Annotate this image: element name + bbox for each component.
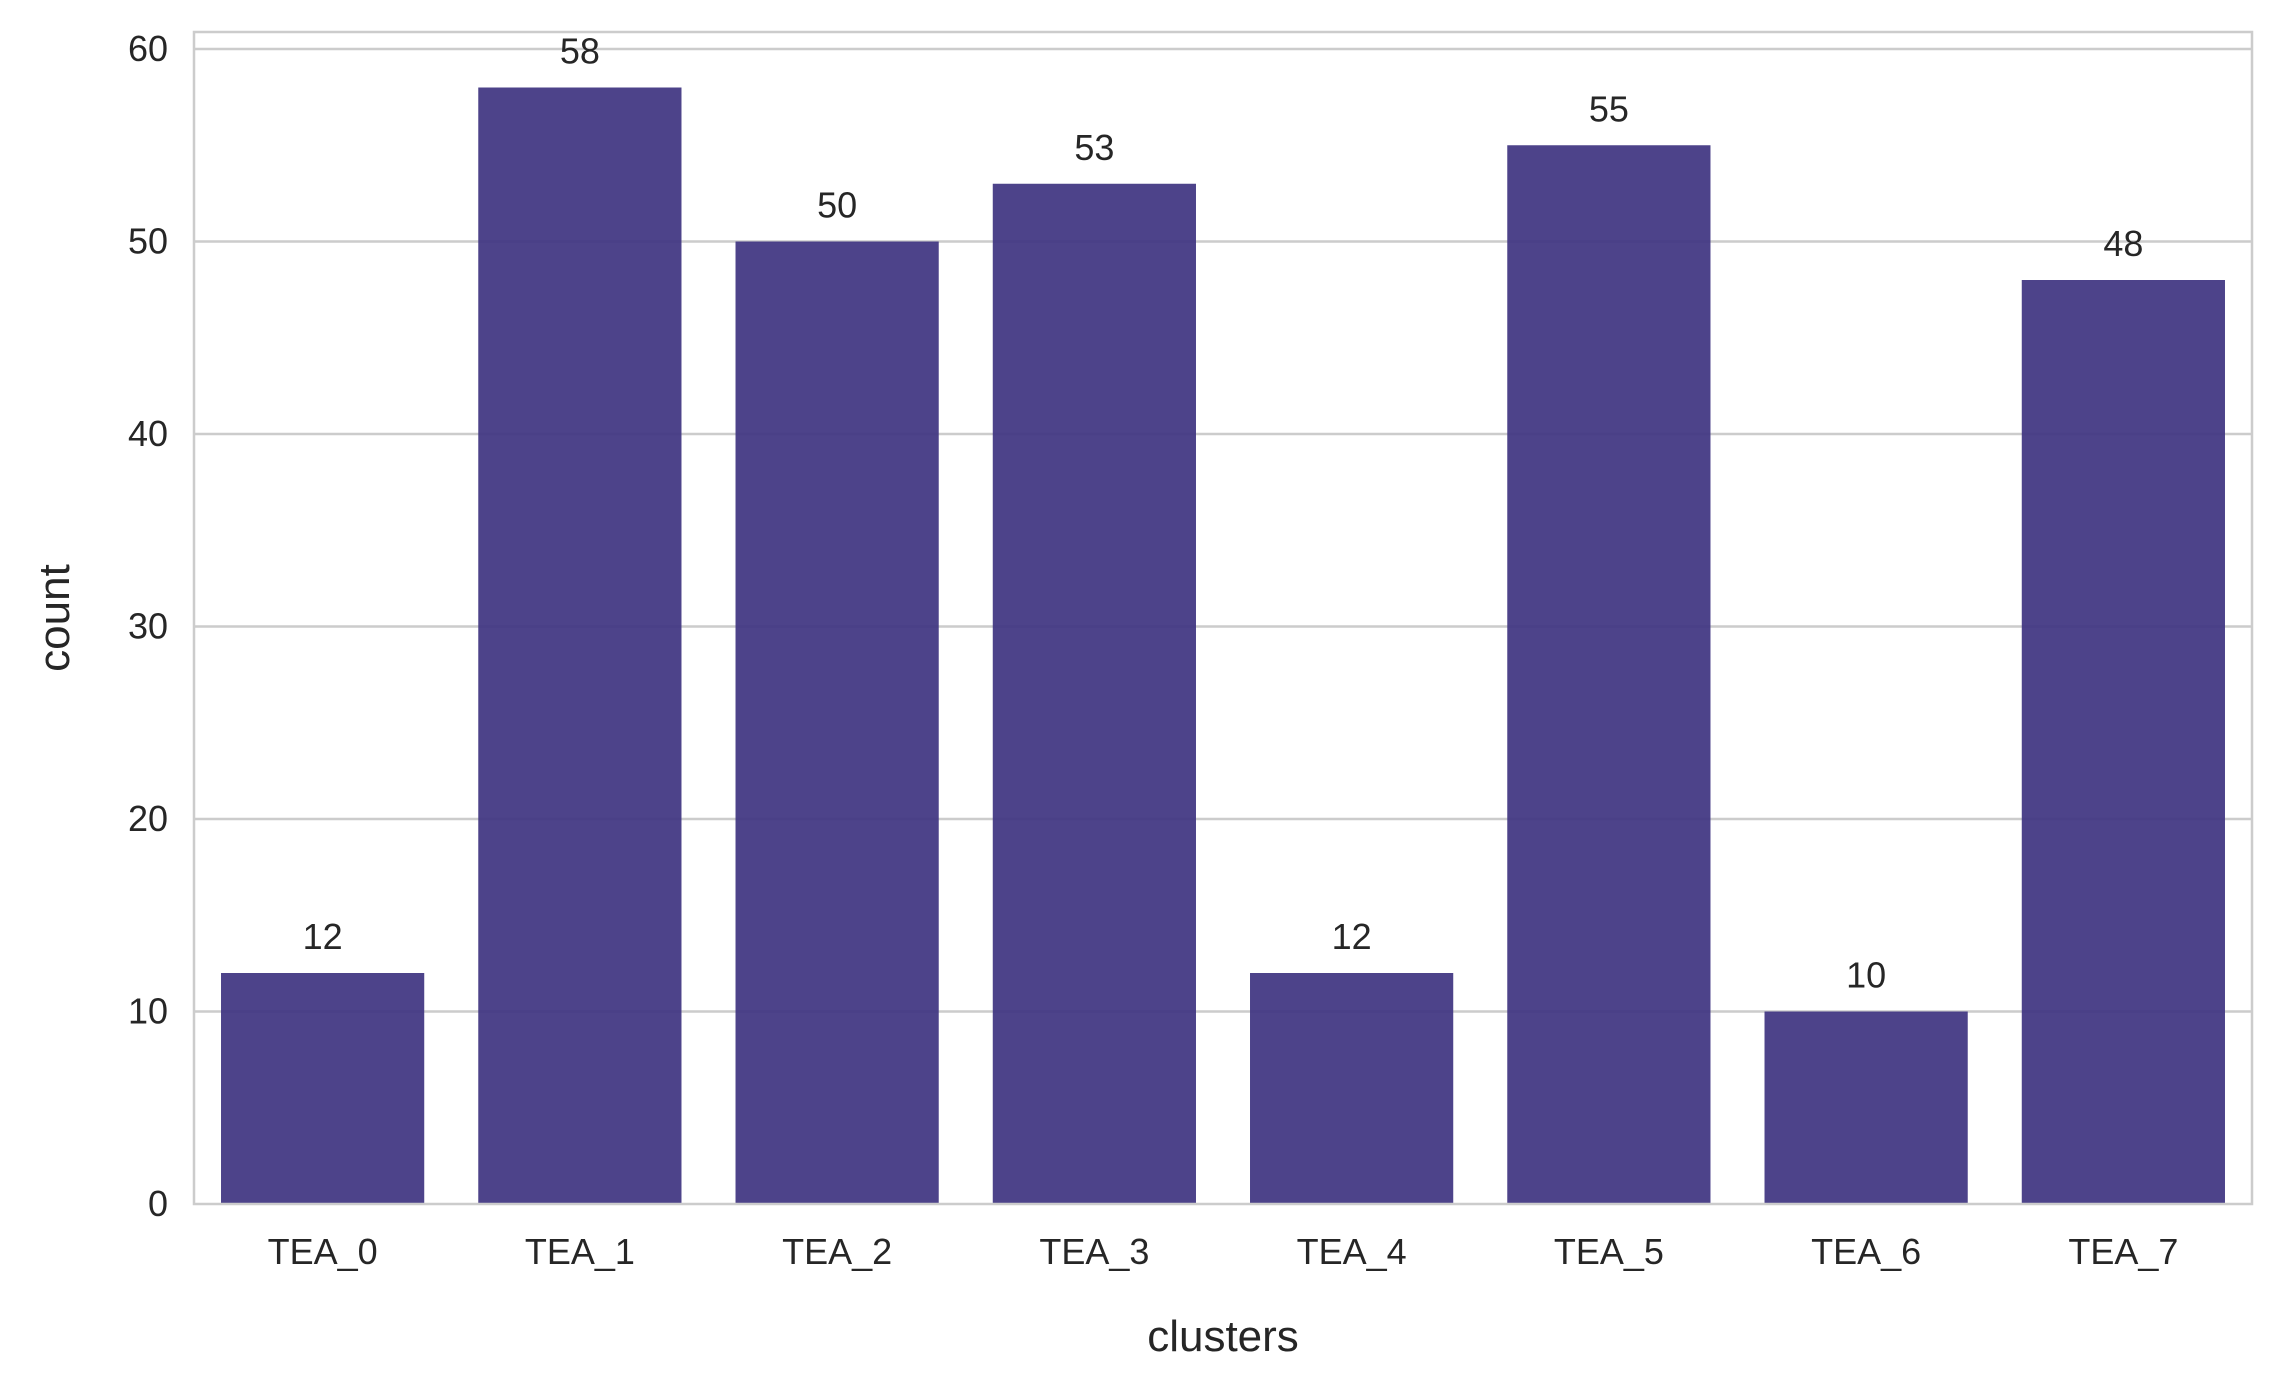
data-label: 55 — [1589, 88, 1629, 129]
y-tick-label: 0 — [148, 1183, 168, 1224]
x-tick-labels: TEA_0 TEA_1 TEA_2 TEA_3 TEA_4 TEA_5 TEA_6 TEA_7 — [268, 1231, 2179, 1272]
y-tick-label: 10 — [128, 991, 168, 1032]
y-tick-label: 30 — [128, 606, 168, 647]
bar — [2021, 280, 2225, 1204]
y-axis-label: count — [30, 564, 79, 672]
bar — [1507, 145, 1711, 1204]
y-tick-label: 60 — [128, 28, 168, 69]
x-tick-label: TEA_1 — [525, 1231, 635, 1272]
x-axis-label: clusters — [1147, 1312, 1299, 1361]
x-tick-label: TEA_3 — [1039, 1231, 1149, 1272]
x-tick-label: TEA_0 — [268, 1231, 378, 1272]
y-tick-label: 20 — [128, 798, 168, 839]
bar — [221, 973, 425, 1204]
bar — [1764, 1011, 1968, 1204]
bar — [992, 183, 1196, 1204]
data-label: 48 — [2103, 223, 2143, 264]
data-label: 58 — [560, 31, 600, 72]
plot-frame — [192, 30, 2254, 1206]
x-tick-label: TEA_5 — [1554, 1231, 1664, 1272]
x-tick-label: TEA_4 — [1297, 1231, 1407, 1272]
x-tick-label: TEA_6 — [1811, 1231, 1921, 1272]
data-label: 12 — [303, 916, 343, 957]
bars — [221, 87, 2225, 1204]
bar — [735, 241, 939, 1204]
bar — [1250, 973, 1454, 1204]
data-labels: 12 58 50 53 12 55 10 48 — [303, 31, 2144, 996]
data-label: 53 — [1074, 127, 1114, 168]
y-tick-label: 40 — [128, 413, 168, 454]
data-label: 12 — [1332, 916, 1372, 957]
data-label: 10 — [1846, 955, 1886, 996]
y-tick-labels: 0 10 20 30 40 50 60 — [128, 28, 168, 1224]
x-tick-label: TEA_7 — [2068, 1231, 2178, 1272]
x-tick-label: TEA_2 — [782, 1231, 892, 1272]
bar — [478, 87, 682, 1204]
data-label: 50 — [817, 185, 857, 226]
y-tick-label: 50 — [128, 221, 168, 262]
